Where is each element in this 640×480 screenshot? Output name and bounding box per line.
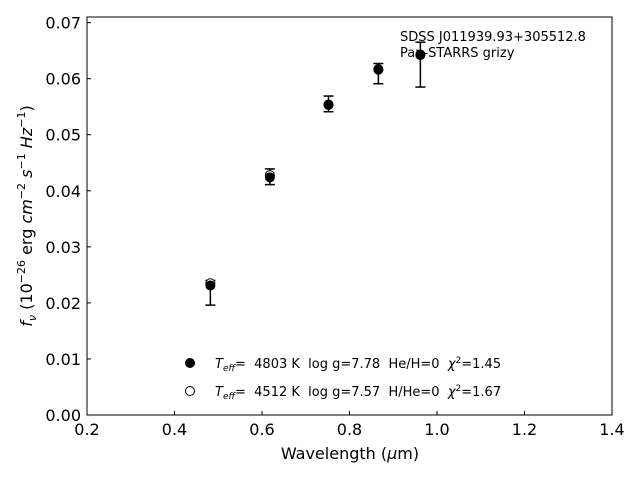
legend: Teff= 4803 K log g=7.78 He/H=0 χ2=1.45 T… — [185, 356, 501, 402]
model-point-filled — [323, 100, 334, 111]
legend-label-2: Teff= 4512 K log g=7.57 H/He=0 χ2=1.67 — [215, 384, 501, 402]
y-axis-label: fν (10−26 erg cm−2 s−1 Hz−1) — [15, 105, 39, 326]
model-point-filled — [205, 280, 216, 291]
x-tick-label: 0.6 — [249, 420, 274, 439]
x-tick-label: 1.0 — [424, 420, 449, 439]
x-tick-label: 1.4 — [599, 420, 624, 439]
y-axis-ticks: 0.00 0.01 0.02 0.03 0.04 0.05 0.06 0.07 — [45, 14, 91, 425]
legend-label-1: Teff= 4803 K log g=7.78 He/H=0 χ2=1.45 — [215, 356, 501, 374]
x-axis-ticks: 0.2 0.4 0.6 0.8 1.0 1.2 1.4 — [74, 411, 625, 439]
model-point-filled — [264, 172, 275, 183]
model-point-filled — [415, 49, 426, 60]
model-point-filled — [373, 64, 384, 75]
y-tick-label: 0.00 — [45, 406, 81, 425]
legend-marker-filled — [185, 358, 195, 368]
y-tick-label: 0.07 — [45, 14, 81, 33]
x-axis-label: Wavelength (μm) — [281, 444, 419, 463]
y-tick-label: 0.01 — [45, 350, 81, 369]
data-markers — [205, 49, 426, 291]
y-tick-label: 0.03 — [45, 238, 81, 257]
legend-marker-open — [185, 386, 195, 396]
annotation-survey: Pan-STARRS grizy — [400, 46, 515, 61]
y-tick-label: 0.05 — [45, 126, 81, 145]
x-tick-label: 1.2 — [512, 420, 537, 439]
x-tick-label: 0.2 — [74, 420, 99, 439]
x-tick-label: 0.8 — [337, 420, 362, 439]
y-tick-label: 0.04 — [45, 182, 81, 201]
x-tick-label: 0.4 — [162, 420, 187, 439]
annotation-object-name: SDSS J011939.93+305512.8 — [400, 30, 586, 45]
y-tick-label: 0.06 — [45, 70, 81, 89]
y-tick-label: 0.02 — [45, 294, 81, 313]
